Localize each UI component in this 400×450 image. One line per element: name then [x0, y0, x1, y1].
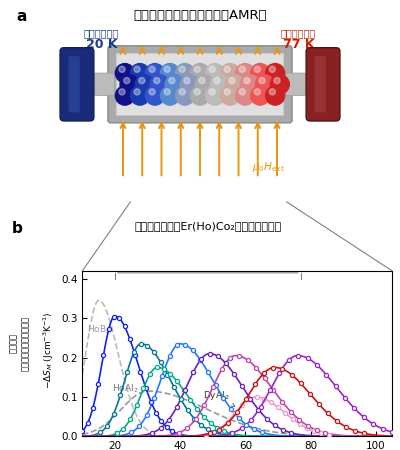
Circle shape — [180, 75, 199, 94]
Text: a: a — [17, 9, 27, 24]
Circle shape — [244, 77, 250, 84]
Circle shape — [220, 86, 240, 105]
Circle shape — [119, 66, 125, 72]
Circle shape — [160, 63, 180, 82]
Circle shape — [225, 75, 244, 94]
Circle shape — [179, 89, 185, 95]
Circle shape — [190, 63, 210, 82]
Circle shape — [251, 63, 270, 82]
Circle shape — [194, 66, 200, 72]
Circle shape — [184, 77, 190, 84]
Circle shape — [149, 89, 155, 95]
Circle shape — [139, 77, 145, 84]
Circle shape — [176, 63, 194, 82]
Text: $\mu_0 H_\mathrm{ext}$: $\mu_0 H_\mathrm{ext}$ — [252, 160, 284, 174]
Text: 液体窒素温度: 液体窒素温度 — [281, 28, 316, 38]
FancyBboxPatch shape — [87, 73, 114, 95]
Circle shape — [224, 89, 230, 95]
FancyBboxPatch shape — [314, 56, 326, 112]
Circle shape — [154, 77, 160, 84]
Circle shape — [270, 75, 289, 94]
Circle shape — [134, 89, 140, 95]
Circle shape — [255, 75, 274, 94]
Circle shape — [179, 66, 185, 72]
Circle shape — [236, 63, 254, 82]
Circle shape — [210, 75, 229, 94]
Text: 77 K: 77 K — [283, 38, 314, 51]
Text: 20 K: 20 K — [86, 38, 117, 51]
Circle shape — [119, 89, 125, 95]
Circle shape — [229, 77, 235, 84]
FancyBboxPatch shape — [116, 54, 284, 115]
Circle shape — [134, 66, 140, 72]
Circle shape — [124, 77, 130, 84]
Circle shape — [240, 75, 259, 94]
Circle shape — [164, 89, 170, 95]
Circle shape — [149, 66, 155, 72]
Circle shape — [259, 77, 265, 84]
Circle shape — [199, 77, 205, 84]
Circle shape — [214, 77, 220, 84]
FancyBboxPatch shape — [68, 56, 80, 112]
Circle shape — [146, 86, 164, 105]
Circle shape — [176, 86, 194, 105]
Circle shape — [130, 86, 149, 105]
Circle shape — [164, 66, 170, 72]
Circle shape — [206, 63, 224, 82]
FancyBboxPatch shape — [108, 46, 292, 123]
FancyBboxPatch shape — [306, 48, 340, 121]
FancyBboxPatch shape — [286, 73, 313, 95]
Circle shape — [120, 75, 139, 94]
Circle shape — [115, 63, 134, 82]
Circle shape — [254, 66, 260, 72]
Circle shape — [150, 75, 169, 94]
Circle shape — [194, 89, 200, 95]
Circle shape — [209, 66, 215, 72]
Text: b: b — [12, 221, 23, 236]
Circle shape — [239, 66, 245, 72]
Circle shape — [269, 66, 276, 72]
Circle shape — [266, 63, 285, 82]
Circle shape — [206, 86, 224, 105]
Circle shape — [130, 63, 149, 82]
Text: 液体水素温度: 液体水素温度 — [84, 28, 119, 38]
Circle shape — [160, 86, 180, 105]
Circle shape — [224, 66, 230, 72]
Circle shape — [254, 89, 260, 95]
Circle shape — [115, 86, 134, 105]
Circle shape — [269, 89, 276, 95]
Circle shape — [274, 77, 280, 84]
Circle shape — [165, 75, 184, 94]
Circle shape — [220, 63, 240, 82]
Circle shape — [239, 89, 245, 95]
Text: 開発した一連のEr(Ho)Co₂系磁気冷凍材料: 開発した一連のEr(Ho)Co₂系磁気冷凍材料 — [134, 221, 282, 231]
Circle shape — [236, 86, 254, 105]
Circle shape — [135, 75, 154, 94]
Text: 冷凍能力
（磁気エントロピー変化: 冷凍能力 （磁気エントロピー変化 — [9, 316, 30, 371]
Text: $-\Delta S_M$ (Jcm$^{-3}$K$^{-1}$): $-\Delta S_M$ (Jcm$^{-3}$K$^{-1}$) — [42, 311, 56, 389]
Circle shape — [251, 86, 270, 105]
Circle shape — [195, 75, 214, 94]
Circle shape — [190, 86, 210, 105]
FancyBboxPatch shape — [60, 48, 94, 121]
Circle shape — [266, 86, 285, 105]
Text: 能動型磁気冷凍システム（AMR）: 能動型磁気冷凍システム（AMR） — [133, 9, 267, 22]
Circle shape — [169, 77, 175, 84]
Circle shape — [146, 63, 164, 82]
Circle shape — [209, 89, 215, 95]
